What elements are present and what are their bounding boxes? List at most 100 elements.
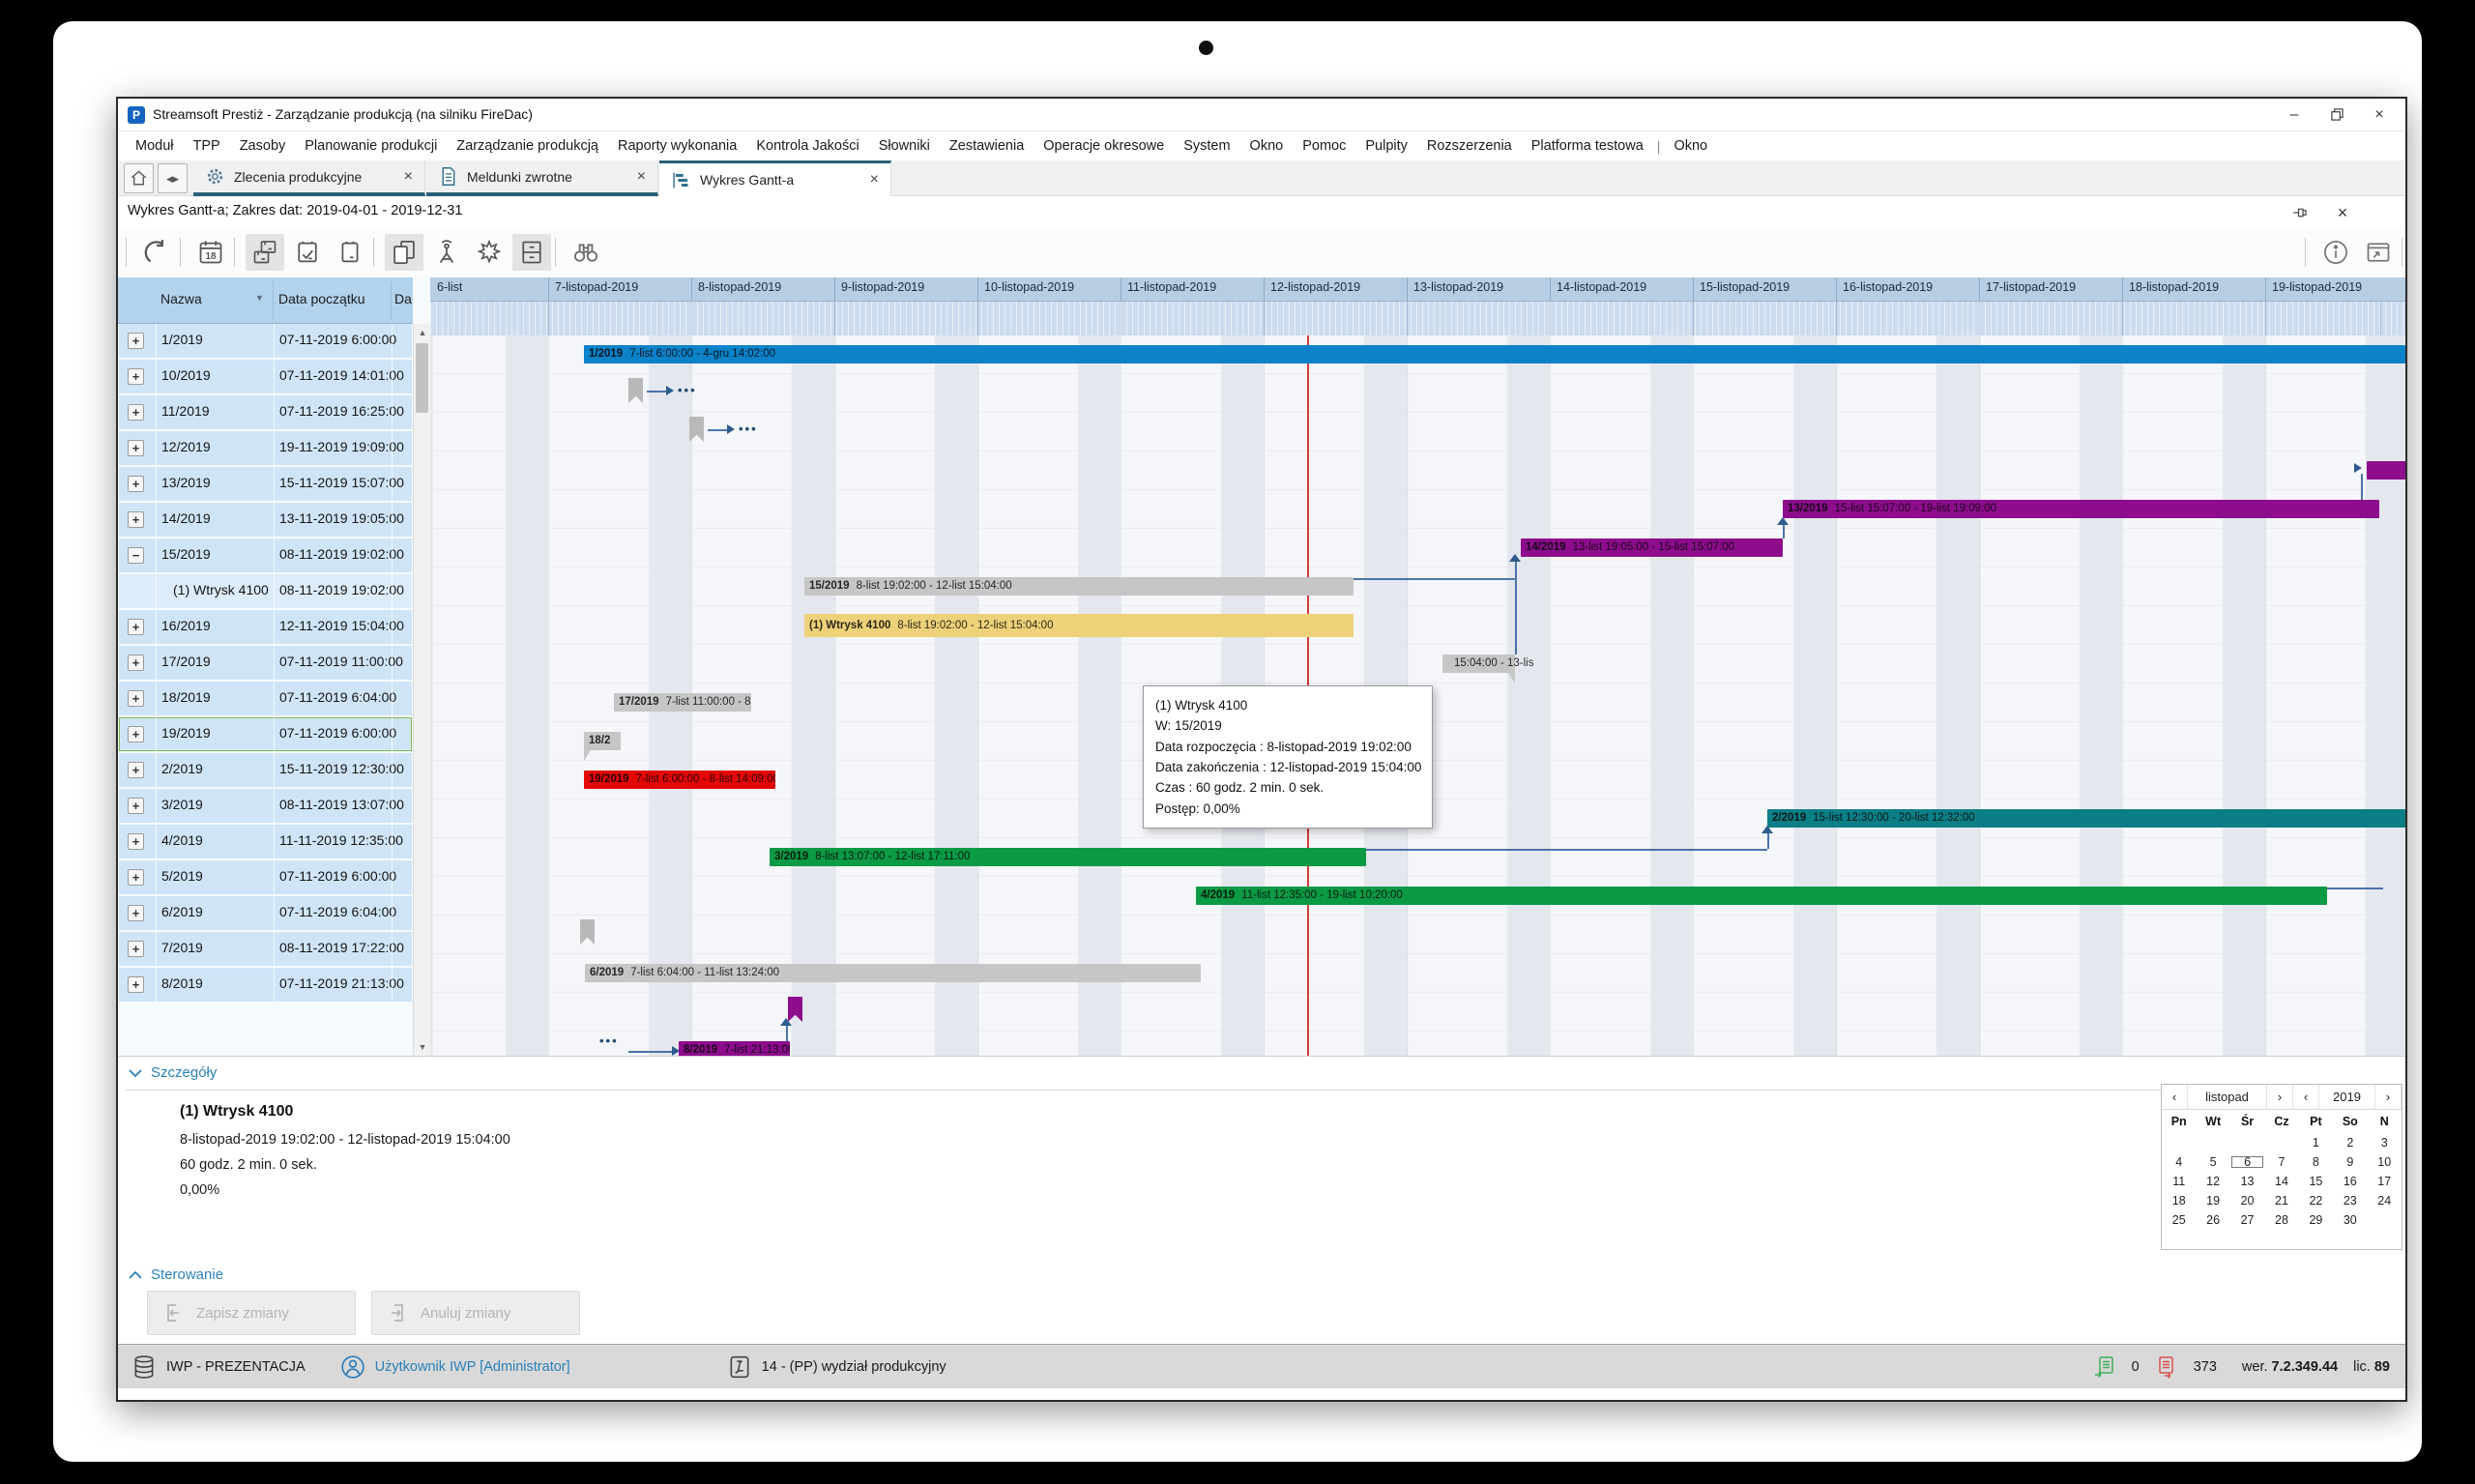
menu-item-okno[interactable]: Okno	[1674, 138, 1708, 154]
calendar-day-cell[interactable]: 3	[2380, 1136, 2388, 1149]
gantt-bar-15-2019[interactable]: 15/2019 8-list 19:02:00 - 12-list 15:04:0…	[804, 577, 1354, 596]
home-button[interactable]	[124, 163, 154, 193]
table-row[interactable]: +2/2019 15-11-2019 12:30:00	[119, 753, 412, 787]
gantt-milestone-7-2019[interactable]	[788, 997, 802, 1022]
calendar-day-cell[interactable]: 21	[2275, 1194, 2288, 1208]
collapse-icon[interactable]: −	[128, 547, 144, 564]
calendar-day-cell[interactable]: 12	[2206, 1175, 2221, 1188]
table-row[interactable]: +4/2019 11-11-2019 12:35:00	[119, 825, 412, 858]
search-button[interactable]	[567, 234, 605, 271]
scroll-thumb[interactable]	[416, 343, 428, 413]
prev-month-button[interactable]: ‹	[2162, 1085, 2188, 1109]
minimize-button[interactable]: –	[2289, 106, 2299, 123]
gantt-bar-6-2019[interactable]: 6/2019 7-list 6:04:00 - 11-list 13:24:00	[585, 964, 1201, 982]
table-row[interactable]: +16/2019 12-11-2019 15:04:00	[119, 610, 412, 644]
menu-item-operacje-okresowe[interactable]: Operacje okresowe	[1043, 138, 1165, 154]
resources-toggle[interactable]	[427, 234, 466, 271]
save-changes-button[interactable]: Zapisz zmiany	[147, 1291, 356, 1335]
menu-item-s-owniki[interactable]: Słowniki	[878, 138, 930, 154]
expand-icon[interactable]: +	[128, 655, 144, 671]
gantt-bar--1-Wtrysk-4100[interactable]: (1) Wtrysk 4100 8-list 19:02:00 - 12-list…	[804, 614, 1354, 637]
details-collapse-header[interactable]: Szczegóły	[128, 1064, 217, 1081]
table-row[interactable]: +11/2019 07-11-2019 16:25:00	[119, 395, 412, 429]
tab-meldunki-zwrotne[interactable]: Meldunki zwrotne ×	[426, 160, 658, 196]
expand-icon[interactable]: +	[128, 333, 144, 349]
table-row[interactable]: − 15/2019 08-11-2019 19:02:00	[119, 538, 412, 572]
expand-icon[interactable]: +	[128, 833, 144, 850]
menu-item-zarz-dzanie-produkcj-[interactable]: Zarządzanie produkcją	[456, 138, 598, 154]
calendar-day-cell[interactable]: 27	[2240, 1213, 2255, 1227]
panel-close-icon[interactable]: ×	[2337, 203, 2348, 222]
gantt-bar-fragment[interactable]: 15:04:00 - 13-lis	[1442, 655, 1533, 684]
menu-item-pomoc[interactable]: Pomoc	[1302, 138, 1347, 154]
calendar-day-cell[interactable]: 1	[2312, 1136, 2319, 1149]
gantt-milestone-5-2019[interactable]	[580, 919, 595, 945]
refresh-button[interactable]	[137, 234, 176, 271]
tab-nav-button[interactable]: ◂▸	[158, 163, 188, 193]
calendar-day-cell[interactable]: 9	[2346, 1155, 2354, 1169]
menu-item-system[interactable]: System	[1183, 138, 1231, 154]
calendar-day-cell[interactable]: 22	[2309, 1194, 2323, 1208]
table-row[interactable]: +6/2019 07-11-2019 6:04:00	[119, 896, 412, 930]
copy-toggle[interactable]	[385, 234, 423, 271]
calendar-day-cell[interactable]: 26	[2206, 1213, 2221, 1227]
gantt-bar-1-2019[interactable]: 1/2019 7-list 6:00:00 - 4-gru 14:02:00	[584, 345, 2405, 364]
restore-button[interactable]	[2316, 101, 2357, 130]
table-row[interactable]: +8/2019 07-11-2019 21:13:00	[119, 968, 412, 1002]
expand-icon[interactable]: +	[128, 869, 144, 886]
user-status[interactable]: Użytkownik IWP [Administrator]	[340, 1354, 570, 1380]
gantt-bar-18-2[interactable]: 18/2	[584, 732, 621, 761]
expand-icon[interactable]: +	[128, 368, 144, 385]
menu-item-rozszerzenia[interactable]: Rozszerzenia	[1426, 138, 1512, 154]
calendar-day-cell[interactable]: 24	[2377, 1194, 2392, 1208]
menu-item-zasoby[interactable]: Zasoby	[239, 138, 286, 154]
menu-item-modu-[interactable]: Moduł	[135, 138, 174, 154]
tab-close-icon[interactable]: ×	[636, 167, 646, 185]
menu-item-tpp[interactable]: TPP	[192, 138, 220, 154]
calendar-day-cell[interactable]: 19	[2206, 1194, 2221, 1208]
expand-icon[interactable]: +	[128, 511, 144, 528]
gantt-bar-fragment[interactable]	[2367, 461, 2405, 480]
calendar-day-cell[interactable]: 17	[2377, 1175, 2392, 1188]
gantt-bar-17-2019[interactable]: 17/2019 7-list 11:00:00 - 8	[614, 693, 751, 712]
tab-wykres-gantt-a[interactable]: Wykres Gantt-a ×	[659, 160, 891, 196]
calendar-day-cell[interactable]: 25	[2171, 1213, 2186, 1227]
calendar-day-cell[interactable]: 20	[2240, 1194, 2255, 1208]
calendar-day-cell[interactable]: 29	[2309, 1213, 2323, 1227]
gantt-bar-13-2019[interactable]: 13/2019 15-list 15:07:00 - 19-list 19:09:…	[1783, 500, 2379, 518]
calendar-day-cell[interactable]: 14	[2275, 1175, 2288, 1188]
calendar-day-cell[interactable]: 4	[2175, 1155, 2183, 1169]
expand-icon[interactable]: +	[128, 404, 144, 421]
prev-year-button[interactable]: ‹	[2293, 1085, 2319, 1109]
table-row[interactable]: +14/2019 13-11-2019 19:05:00	[119, 503, 412, 537]
calendar-day-cell[interactable]: 15	[2309, 1175, 2323, 1188]
documents-toggle[interactable]	[331, 234, 369, 271]
table-row[interactable]: +7/2019 08-11-2019 17:22:00	[119, 932, 412, 966]
table-row[interactable]: +10/2019 07-11-2019 14:01:00	[119, 360, 412, 393]
menu-item-zestawienia[interactable]: Zestawienia	[948, 138, 1025, 154]
column-header-data-poczatku[interactable]: Data początku	[278, 291, 365, 306]
calendar-day-cell[interactable]: 11	[2172, 1175, 2186, 1188]
gantt-bar-2-2019[interactable]: 2/2019 15-list 12:30:00 - 20-list 12:32:0…	[1767, 809, 2405, 828]
tab-close-icon[interactable]: ×	[869, 171, 879, 188]
menu-item-okno[interactable]: Okno	[1249, 138, 1284, 154]
production-orders-toggle[interactable]	[246, 234, 284, 271]
confirmations-toggle[interactable]	[288, 234, 327, 271]
expand-icon[interactable]: +	[128, 726, 144, 742]
menu-item-pulpity[interactable]: Pulpity	[1365, 138, 1408, 154]
table-row[interactable]: +5/2019 07-11-2019 6:00:00	[119, 860, 412, 894]
info-button[interactable]	[2316, 234, 2355, 271]
column-header-nazwa[interactable]: Nazwa	[160, 291, 202, 306]
gantt-bar-19-2019[interactable]: 19/2019 7-list 6:00:00 - 8-list 14:09:00	[584, 771, 775, 789]
calendar-day-cell[interactable]: 23	[2343, 1194, 2357, 1208]
calendar-day-cell[interactable]: 30	[2343, 1213, 2357, 1227]
calendar-day-cell[interactable]: 8	[2312, 1155, 2319, 1169]
table-row[interactable]: +12/2019 19-11-2019 19:09:00	[119, 431, 412, 465]
menu-item-raporty-wykonania[interactable]: Raporty wykonania	[618, 138, 738, 154]
grid-scrollbar[interactable]: ▲ ▼	[413, 324, 430, 1056]
gantt-chart[interactable]: 1/2019 7-list 6:00:00 - 4-gru 14:02:00 13/…	[430, 335, 2405, 1056]
menu-item-platforma-testowa[interactable]: Platforma testowa	[1530, 138, 1644, 154]
expand-icon[interactable]: +	[128, 798, 144, 814]
date-range-button[interactable]: 18	[191, 234, 230, 271]
table-row[interactable]: +1/2019 07-11-2019 6:00:00	[119, 324, 412, 358]
